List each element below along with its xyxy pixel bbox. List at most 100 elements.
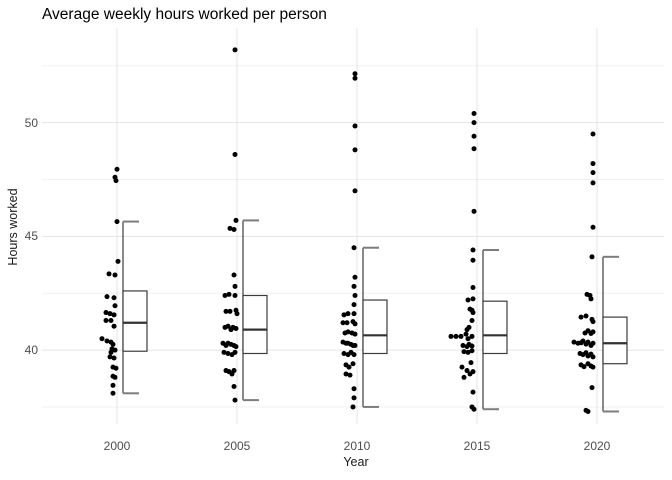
data-point <box>469 348 475 354</box>
data-point <box>466 324 472 330</box>
data-point <box>590 180 596 186</box>
data-point <box>590 161 596 167</box>
x-tick-label: 2010 <box>343 439 371 453</box>
data-point <box>350 404 356 410</box>
data-point <box>104 338 110 344</box>
data-point <box>232 283 238 289</box>
data-point <box>343 371 349 377</box>
data-point <box>469 343 475 349</box>
data-point <box>222 292 228 298</box>
data-point <box>115 258 121 264</box>
boxplot-box <box>362 299 388 355</box>
data-point <box>470 257 476 263</box>
data-point <box>340 320 346 326</box>
data-point <box>112 347 118 353</box>
data-point <box>234 311 240 317</box>
data-point <box>351 395 357 401</box>
data-point <box>471 133 477 139</box>
data-point <box>352 147 358 153</box>
data-point <box>351 352 357 358</box>
data-point <box>580 338 586 344</box>
data-point <box>583 313 589 319</box>
data-point <box>352 321 358 327</box>
data-point <box>103 310 109 316</box>
data-point <box>471 406 477 412</box>
data-point <box>590 170 596 176</box>
data-point <box>231 383 237 389</box>
data-point <box>590 131 596 137</box>
data-point <box>112 272 118 278</box>
data-point <box>225 350 231 356</box>
data-point <box>114 166 120 172</box>
data-point <box>221 349 227 355</box>
data-point <box>346 364 352 370</box>
data-point <box>589 385 595 391</box>
data-point <box>468 360 474 366</box>
data-point <box>590 319 596 325</box>
data-point <box>232 397 238 403</box>
data-point <box>99 336 105 342</box>
y-axis-title: Hours worked <box>6 188 20 266</box>
data-point <box>108 349 114 355</box>
data-point <box>231 368 237 374</box>
data-point <box>110 390 116 396</box>
data-point <box>471 111 477 117</box>
boxplot-box <box>602 316 628 365</box>
data-point <box>470 247 476 253</box>
y-tick-label: 40 <box>24 343 38 358</box>
data-point <box>231 227 237 233</box>
boxplot-box <box>122 290 148 352</box>
data-point <box>351 245 357 251</box>
data-point <box>231 272 237 278</box>
data-point <box>589 254 595 260</box>
data-point <box>458 333 464 339</box>
data-point <box>453 333 459 339</box>
data-point <box>232 292 238 298</box>
data-point <box>110 341 116 347</box>
data-point <box>463 331 469 337</box>
data-point <box>470 369 476 375</box>
boxplot-box <box>482 300 508 355</box>
data-point <box>590 364 596 370</box>
data-point <box>107 311 113 317</box>
data-point <box>471 146 477 152</box>
data-point <box>578 314 584 320</box>
data-point <box>461 349 467 355</box>
data-point <box>448 333 454 339</box>
data-point <box>341 312 347 318</box>
x-tick-label: 2020 <box>583 439 611 453</box>
x-tick-label: 2005 <box>223 439 251 453</box>
data-point <box>459 364 465 370</box>
data-point <box>465 297 471 303</box>
data-point <box>470 310 476 316</box>
data-point <box>585 339 591 345</box>
chart-title: Average weekly hours worked per person <box>42 6 327 23</box>
data-point <box>233 217 239 223</box>
data-point <box>351 283 357 289</box>
data-point <box>590 340 596 346</box>
data-point <box>465 349 471 355</box>
data-point <box>351 302 357 308</box>
data-point <box>113 178 119 184</box>
data-point <box>232 47 238 53</box>
data-point <box>470 389 476 395</box>
data-point <box>107 354 113 360</box>
data-point <box>471 120 477 126</box>
data-point <box>111 312 117 318</box>
data-point <box>588 296 594 302</box>
data-point <box>223 308 229 314</box>
data-point <box>232 349 238 355</box>
data-point <box>352 343 358 349</box>
data-point <box>233 325 239 331</box>
x-axis-title: Year <box>343 455 369 469</box>
data-point <box>110 382 116 388</box>
data-point <box>111 295 117 301</box>
data-point <box>350 361 356 367</box>
data-point <box>590 224 596 230</box>
x-tick-label: 2015 <box>463 439 491 453</box>
data-point <box>461 374 467 380</box>
data-point <box>226 291 232 297</box>
data-point <box>347 372 353 378</box>
data-point <box>233 344 239 350</box>
